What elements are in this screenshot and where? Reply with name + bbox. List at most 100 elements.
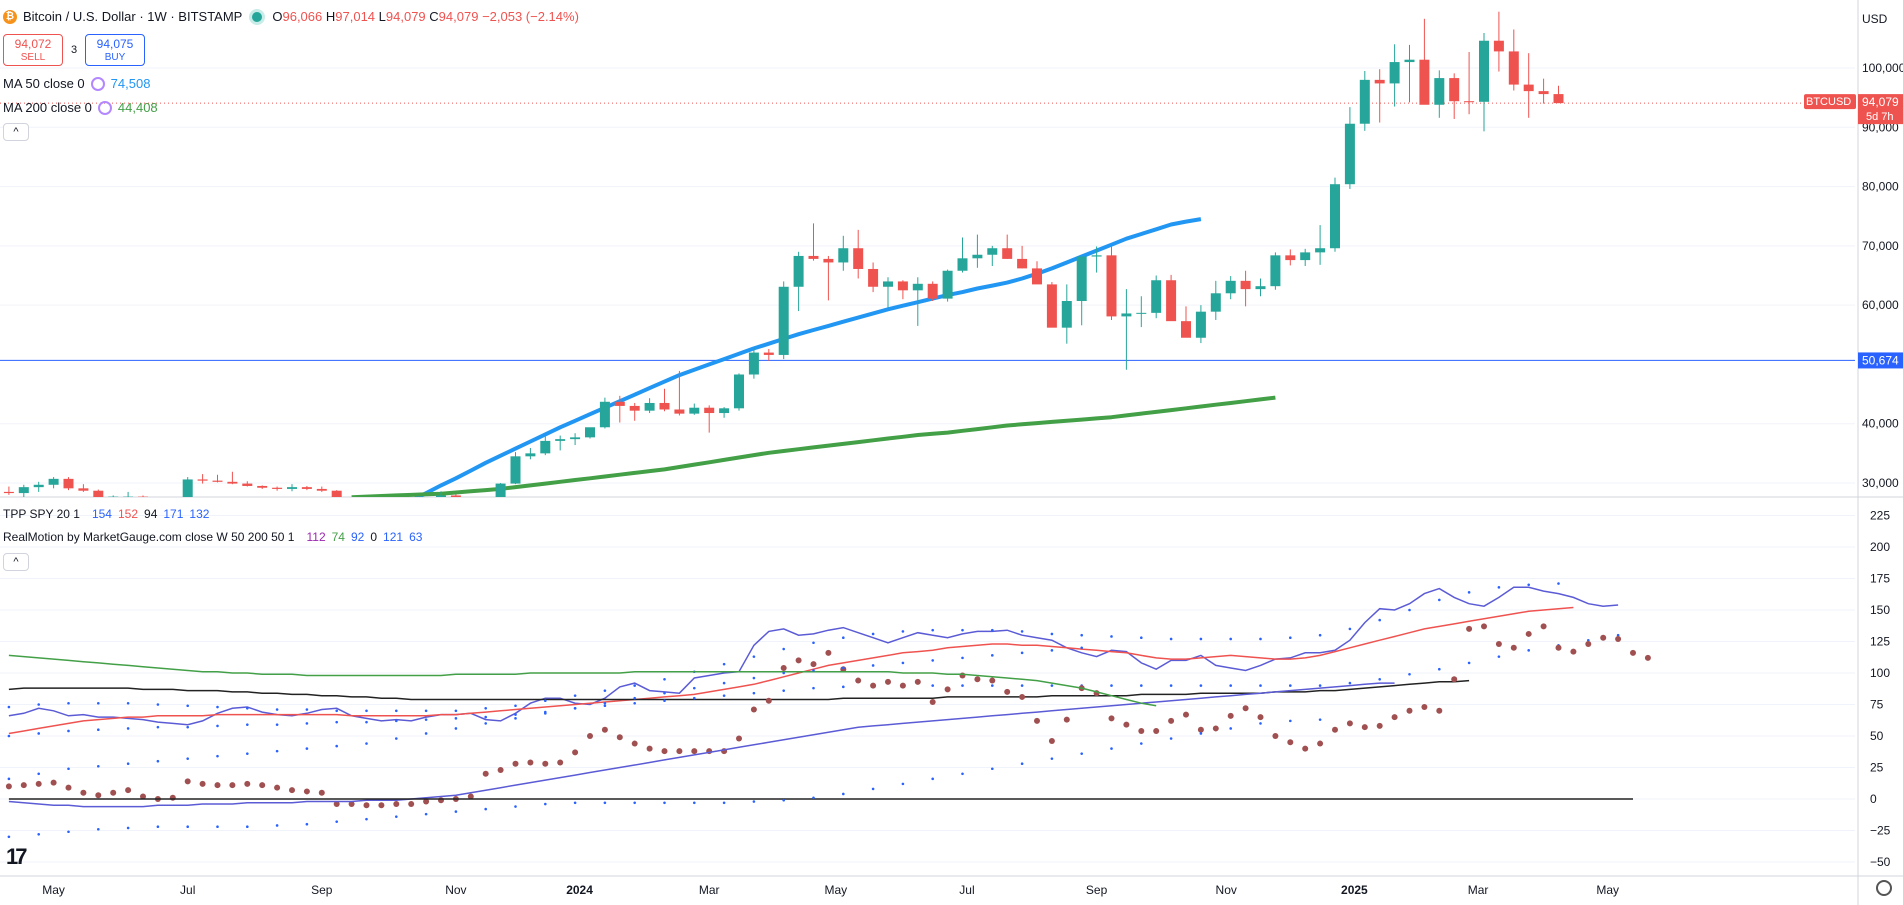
band-dot — [7, 705, 11, 709]
band-dot — [454, 717, 458, 720]
candle-body — [466, 501, 476, 502]
candle — [421, 501, 431, 507]
band-dot — [1229, 727, 1232, 730]
realmotion-values: 112 74 92 0 121 63 — [300, 530, 422, 544]
band-dot — [1289, 719, 1292, 723]
candle-body — [301, 487, 312, 489]
sell-button[interactable]: 94,072 SELL — [3, 34, 63, 66]
rm-dot — [274, 784, 281, 791]
band-dot — [931, 628, 934, 632]
candle-body — [599, 401, 610, 428]
band-dot — [991, 654, 994, 657]
candle-body — [823, 258, 834, 263]
settings-icon[interactable] — [1876, 880, 1892, 896]
rm-dot — [870, 682, 877, 689]
rm-dot — [50, 779, 57, 786]
collapse-legend-button[interactable]: ^ — [3, 123, 29, 141]
candle — [659, 388, 670, 412]
rm-dot — [1138, 727, 1145, 734]
band-dot — [97, 701, 100, 705]
band-dot — [305, 822, 309, 826]
candle — [1032, 261, 1042, 285]
legend-value: 92 — [350, 530, 365, 544]
band-dot — [663, 691, 666, 695]
candle — [18, 484, 29, 497]
rm-dot — [572, 749, 579, 756]
tpp-legend[interactable]: TPP SPY 20 1 154 152 94 171 132 — [3, 507, 209, 521]
band-dot — [931, 684, 934, 687]
candle — [1330, 177, 1340, 252]
indicator-sync-icon[interactable] — [90, 76, 105, 91]
candle-body — [1508, 51, 1519, 85]
band-dot — [1199, 732, 1203, 735]
candle — [495, 483, 506, 497]
osc-tick-label: 175 — [1870, 572, 1890, 586]
band-dot — [424, 709, 428, 713]
rm-dot — [512, 760, 519, 767]
price-tick-label: 40,000 — [1862, 417, 1899, 431]
rm-dot — [1183, 711, 1189, 718]
band-dot — [722, 681, 726, 685]
rm-dot — [199, 780, 206, 787]
candle-body — [555, 439, 566, 441]
rm-dot — [95, 792, 102, 799]
ma200-legend[interactable]: MA 200 close 0 44,408 — [3, 100, 158, 115]
band-dot — [1110, 635, 1113, 638]
candle-body — [793, 255, 804, 287]
band-dot — [573, 801, 577, 805]
osc-line — [8, 679, 1470, 701]
symbol-title[interactable]: Bitcoin / U.S. Dollar · 1W · BITSTAMP — [23, 9, 243, 24]
hline-price-badge — [1858, 352, 1903, 369]
candle-body — [838, 248, 849, 263]
rm-dot — [497, 767, 504, 774]
buy-button[interactable]: 94,075 BUY — [85, 34, 145, 66]
candle-body — [629, 405, 640, 411]
band-dot — [573, 694, 577, 697]
candle-body — [972, 254, 983, 259]
candle-body — [1061, 300, 1072, 328]
candle-body — [1210, 293, 1221, 312]
collapse-indicators-button[interactable]: ^ — [3, 553, 29, 571]
candle-body — [1032, 268, 1042, 285]
candle — [436, 491, 446, 497]
indicator-sync-icon[interactable] — [97, 100, 112, 115]
rm-dot — [1019, 693, 1026, 700]
candle — [212, 474, 223, 483]
band-dot — [722, 662, 726, 666]
band-dot — [961, 628, 964, 632]
band-dot — [722, 801, 726, 805]
band-dot — [633, 696, 636, 700]
legend-value: 112 — [306, 530, 326, 544]
band-dot — [186, 704, 189, 708]
time-tick-label: Sep — [1086, 883, 1108, 897]
rm-dot — [1510, 644, 1517, 651]
band-dot — [842, 792, 845, 796]
rm-dot — [5, 783, 12, 790]
realmotion-legend[interactable]: RealMotion by MarketGauge.com close W 50… — [3, 530, 422, 544]
rm-dot — [1540, 623, 1547, 630]
band-dot — [812, 669, 815, 672]
candle — [1389, 44, 1400, 107]
candle — [391, 502, 401, 509]
rm-dot — [1615, 635, 1622, 642]
candle-body — [719, 408, 730, 414]
band-dot — [1408, 608, 1411, 612]
candle-body — [1166, 280, 1177, 322]
band-dot — [1199, 684, 1203, 687]
ma50-legend[interactable]: MA 50 close 0 74,508 — [3, 76, 150, 91]
rm-dot — [1570, 648, 1577, 655]
rm-dot — [587, 733, 593, 739]
market-status-icon — [252, 11, 263, 22]
rm-dot — [1063, 716, 1070, 723]
band-dot — [246, 825, 249, 829]
band-dot — [1289, 684, 1292, 687]
countdown-text: 5d 7h — [1866, 111, 1894, 123]
candle-body — [1389, 62, 1400, 84]
band-dot — [603, 801, 607, 805]
rm-dot — [557, 759, 564, 766]
rm-dot — [169, 794, 176, 801]
time-tick-label: 2025 — [1341, 883, 1368, 897]
candle — [689, 403, 700, 415]
candle-body — [1315, 248, 1326, 253]
